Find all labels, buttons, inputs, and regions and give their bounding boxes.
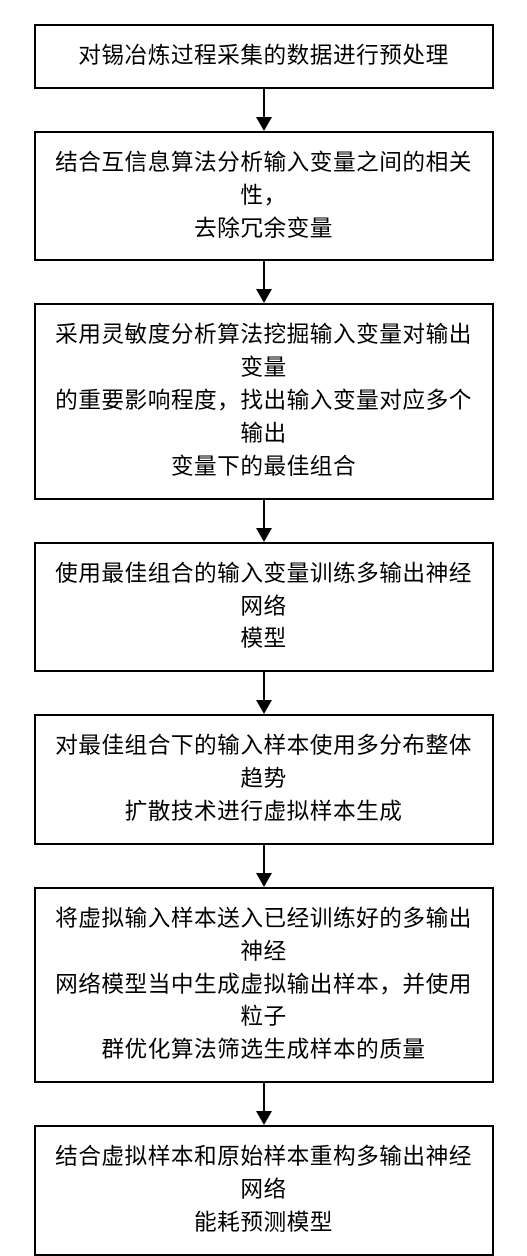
- flow-arrow-1-2: [256, 89, 272, 131]
- flow-node-1: 对锡冶炼过程采集的数据进行预处理: [34, 24, 494, 89]
- flow-node-1-text: 对锡冶炼过程采集的数据进行预处理: [78, 40, 449, 73]
- arrow-shaft: [263, 672, 265, 700]
- flow-node-7: 结合虚拟样本和原始样本重构多输出神经网络 能耗预测模型: [34, 1125, 494, 1256]
- flow-node-5: 对最佳组合下的输入样本使用多分布整体趋势 扩散技术进行虚拟样本生成: [34, 714, 494, 845]
- arrow-shaft: [263, 89, 265, 117]
- flow-arrow-5-6: [256, 845, 272, 887]
- flow-node-4-text: 使用最佳组合的输入变量训练多输出神经网络 模型: [54, 558, 474, 657]
- arrow-head-icon: [256, 873, 272, 887]
- flow-node-2-text: 结合互信息算法分析输入变量之间的相关性， 去除冗余变量: [54, 147, 474, 246]
- flow-node-3-text: 采用灵敏度分析算法挖掘输入变量对输出变量 的重要影响程度，找出输入变量对应多个输…: [54, 319, 474, 483]
- arrow-head-icon: [256, 528, 272, 542]
- arrow-head-icon: [256, 117, 272, 131]
- flow-node-2: 结合互信息算法分析输入变量之间的相关性， 去除冗余变量: [34, 131, 494, 262]
- arrow-head-icon: [256, 289, 272, 303]
- flow-node-7-text: 结合虚拟样本和原始样本重构多输出神经网络 能耗预测模型: [54, 1141, 474, 1240]
- arrow-shaft: [263, 1083, 265, 1111]
- arrow-head-icon: [256, 1111, 272, 1125]
- arrow-shaft: [263, 845, 265, 873]
- arrow-shaft: [263, 261, 265, 289]
- arrow-head-icon: [256, 700, 272, 714]
- flow-node-4: 使用最佳组合的输入变量训练多输出神经网络 模型: [34, 542, 494, 673]
- flow-arrow-2-3: [256, 261, 272, 303]
- arrow-shaft: [263, 500, 265, 528]
- flow-arrow-4-5: [256, 672, 272, 714]
- flow-arrow-6-7: [256, 1083, 272, 1125]
- flow-node-6: 将虚拟输入样本送入已经训练好的多输出神经 网络模型当中生成虚拟输出样本，并使用粒…: [34, 887, 494, 1083]
- flow-node-6-text: 将虚拟输入样本送入已经训练好的多输出神经 网络模型当中生成虚拟输出样本，并使用粒…: [54, 903, 474, 1067]
- flow-node-5-text: 对最佳组合下的输入样本使用多分布整体趋势 扩散技术进行虚拟样本生成: [54, 730, 474, 829]
- flow-arrow-3-4: [256, 500, 272, 542]
- flow-node-3: 采用灵敏度分析算法挖掘输入变量对输出变量 的重要影响程度，找出输入变量对应多个输…: [34, 303, 494, 499]
